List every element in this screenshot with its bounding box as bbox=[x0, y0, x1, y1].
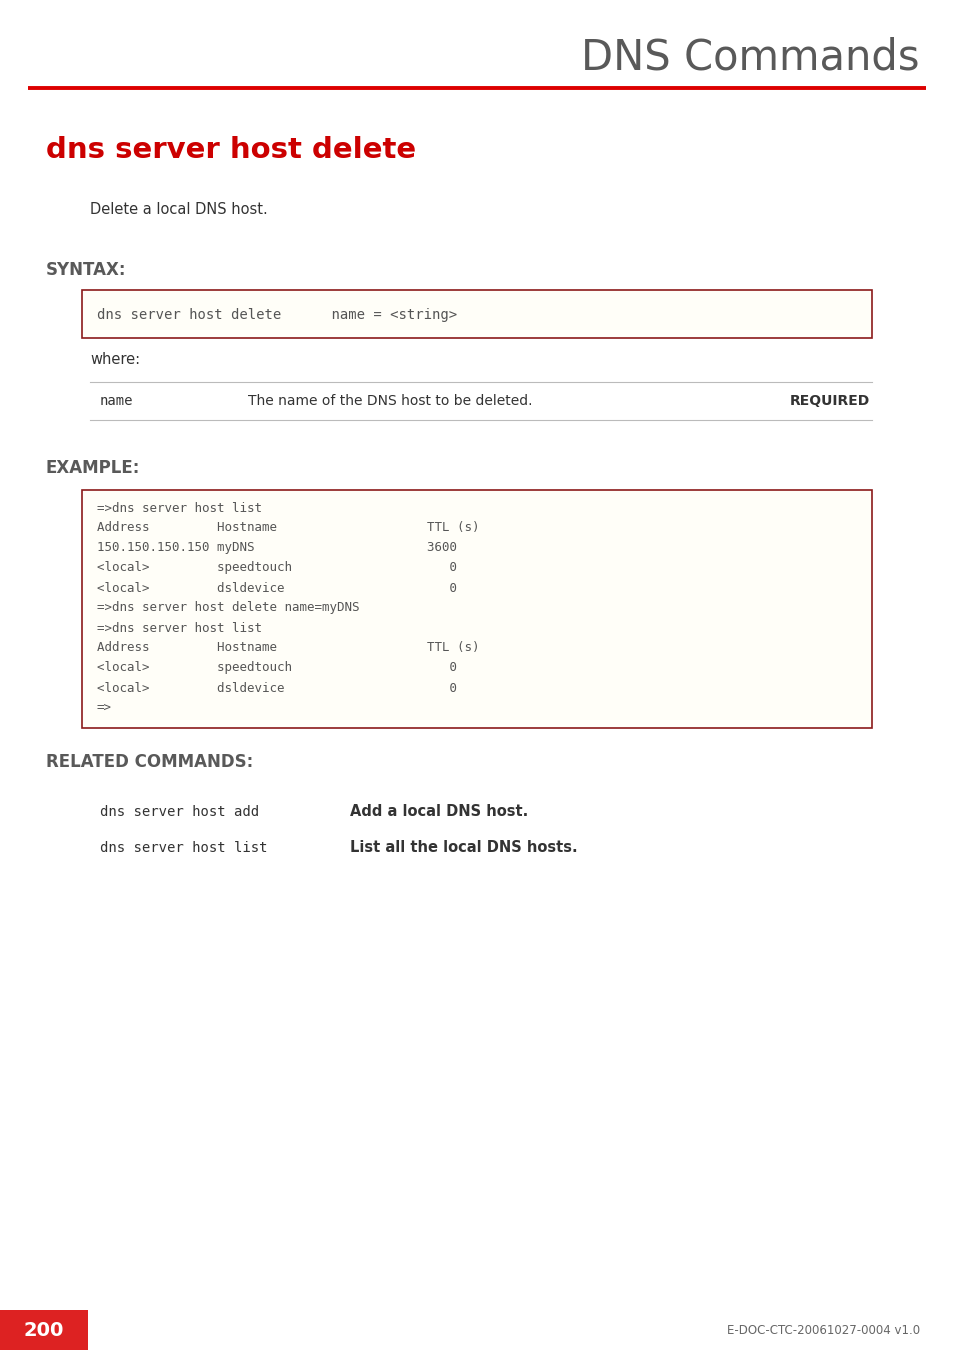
Text: where:: where: bbox=[90, 352, 140, 367]
Text: dns server host delete: dns server host delete bbox=[46, 136, 416, 163]
Text: dns server host delete      name = <string>: dns server host delete name = <string> bbox=[97, 308, 456, 323]
Text: EXAMPLE:: EXAMPLE: bbox=[46, 459, 140, 477]
Bar bbox=[0, 1310, 88, 1350]
Text: Add a local DNS host.: Add a local DNS host. bbox=[350, 805, 528, 819]
Text: =>dns server host list: =>dns server host list bbox=[97, 621, 262, 634]
Text: Address         Hostname                    TTL (s): Address Hostname TTL (s) bbox=[97, 641, 479, 655]
Text: =>: => bbox=[97, 702, 112, 714]
Text: dns server host add: dns server host add bbox=[100, 805, 259, 819]
Text: <local>         speedtouch                     0: <local> speedtouch 0 bbox=[97, 662, 456, 675]
Text: DNS Commands: DNS Commands bbox=[581, 36, 919, 80]
Text: Address         Hostname                    TTL (s): Address Hostname TTL (s) bbox=[97, 521, 479, 535]
Bar bbox=[82, 490, 871, 728]
Text: REQUIRED: REQUIRED bbox=[789, 394, 869, 408]
Text: The name of the DNS host to be deleted.: The name of the DNS host to be deleted. bbox=[248, 394, 532, 408]
Text: <local>         speedtouch                     0: <local> speedtouch 0 bbox=[97, 562, 456, 575]
Text: RELATED COMMANDS:: RELATED COMMANDS: bbox=[46, 753, 253, 771]
Text: List all the local DNS hosts.: List all the local DNS hosts. bbox=[350, 841, 577, 856]
Text: dns server host list: dns server host list bbox=[100, 841, 267, 855]
Text: name: name bbox=[100, 394, 133, 408]
Text: 200: 200 bbox=[24, 1320, 64, 1339]
Text: =>dns server host delete name=myDNS: =>dns server host delete name=myDNS bbox=[97, 602, 359, 614]
Text: Delete a local DNS host.: Delete a local DNS host. bbox=[90, 202, 268, 217]
Text: <local>         dsldevice                      0: <local> dsldevice 0 bbox=[97, 582, 456, 594]
Text: =>dns server host list: =>dns server host list bbox=[97, 501, 262, 514]
Text: 150.150.150.150 myDNS                       3600: 150.150.150.150 myDNS 3600 bbox=[97, 541, 456, 555]
Bar bbox=[82, 290, 871, 338]
Text: E-DOC-CTC-20061027-0004 v1.0: E-DOC-CTC-20061027-0004 v1.0 bbox=[726, 1323, 919, 1336]
Text: SYNTAX:: SYNTAX: bbox=[46, 261, 127, 279]
Text: <local>         dsldevice                      0: <local> dsldevice 0 bbox=[97, 682, 456, 694]
